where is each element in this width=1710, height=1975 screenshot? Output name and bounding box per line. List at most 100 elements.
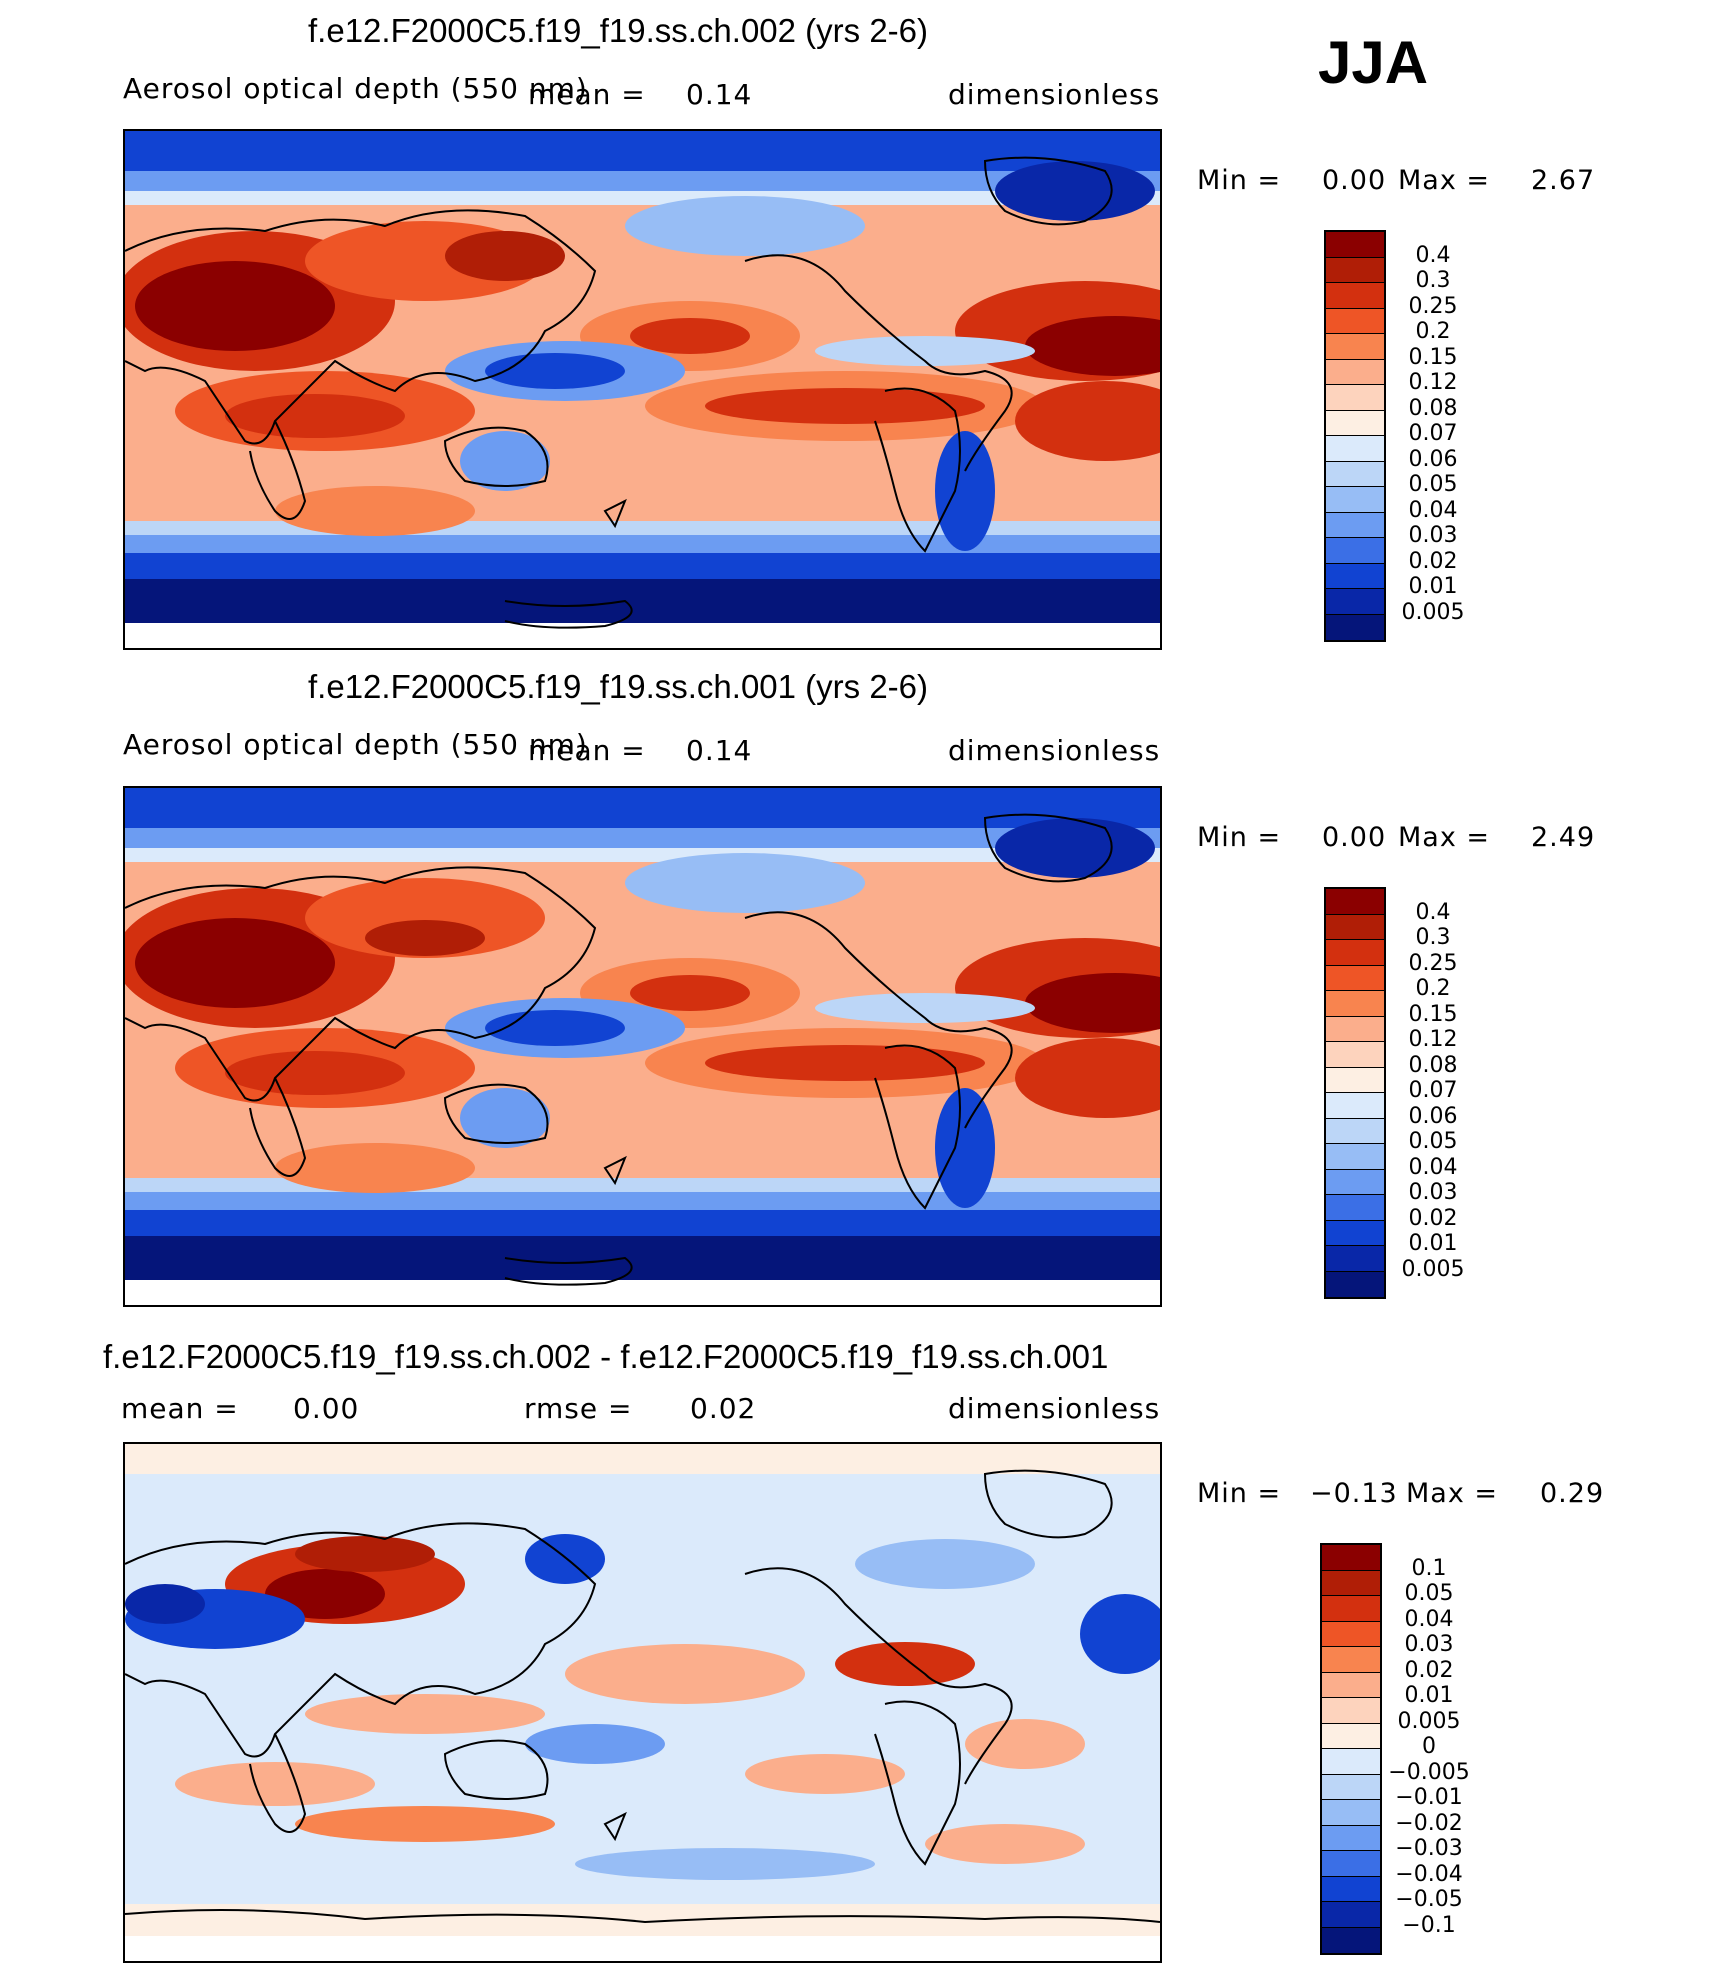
colorbar-tick-label: 0.03 bbox=[1408, 1180, 1458, 1205]
colorbar-tick-label: 0 bbox=[1422, 1734, 1436, 1759]
colorbar-tick-label: 0.01 bbox=[1408, 1231, 1458, 1256]
colorbar-tick-label: 0.25 bbox=[1408, 950, 1458, 976]
panel-2-max-label: Max = bbox=[1398, 822, 1491, 853]
colorbar-swatch bbox=[1326, 1016, 1384, 1042]
colorbar-swatch bbox=[1322, 1545, 1380, 1571]
colorbar-swatch bbox=[1326, 487, 1384, 513]
colorbar-swatch bbox=[1322, 1698, 1380, 1724]
colorbar-tick-label: 0.04 bbox=[1408, 1154, 1458, 1180]
colorbar-tick-label: 0.2 bbox=[1415, 319, 1451, 344]
panel-3-units: dimensionless bbox=[948, 1392, 1161, 1425]
colorbar-swatch bbox=[1326, 1195, 1384, 1221]
colorbar-swatch bbox=[1326, 1093, 1384, 1119]
colorbar-swatch bbox=[1326, 1067, 1384, 1093]
colorbar-swatch bbox=[1322, 1596, 1380, 1622]
colorbar-swatch bbox=[1326, 1271, 1384, 1297]
colorbar-swatch bbox=[1326, 461, 1384, 487]
colorbar-swatch bbox=[1326, 991, 1384, 1017]
colorbar-tick-label: 0.3 bbox=[1415, 925, 1451, 950]
panel-3-rmse-label: rmse = bbox=[524, 1392, 633, 1425]
panel-3-min-value: −0.13 bbox=[1310, 1478, 1398, 1509]
colorbar-swatch bbox=[1326, 257, 1384, 283]
colorbar-tick-label: 0.01 bbox=[1408, 574, 1458, 599]
colorbar-tick-label: 0.02 bbox=[1408, 1205, 1458, 1231]
colorbar-swatch bbox=[1322, 1876, 1380, 1902]
colorbar-tick-label: −0.03 bbox=[1395, 1836, 1463, 1861]
colorbar-tick-label: 0.06 bbox=[1408, 1103, 1458, 1129]
colorbar-tick-label: −0.05 bbox=[1395, 1887, 1463, 1912]
colorbar-swatch bbox=[1326, 308, 1384, 334]
colorbar-tick-label: 0.25 bbox=[1408, 293, 1458, 319]
colorbar-swatch bbox=[1322, 1672, 1380, 1698]
panel-2-mean-label: mean = bbox=[528, 734, 646, 767]
colorbar-swatch bbox=[1326, 512, 1384, 538]
colorbar-swatch bbox=[1326, 232, 1384, 258]
colorbar-tick-label: 0.02 bbox=[1408, 548, 1458, 574]
colorbar-tick-label: 0.07 bbox=[1408, 1078, 1458, 1103]
colorbar-tick-label: 0.08 bbox=[1408, 1052, 1458, 1078]
colorbar-swatch bbox=[1322, 1570, 1380, 1596]
panel-2-min-label: Min = bbox=[1197, 822, 1282, 853]
colorbar-swatch bbox=[1326, 1246, 1384, 1272]
panel-1-variable: Aerosol optical depth (550 nm) bbox=[123, 72, 588, 105]
colorbar-tick-label: 0.005 bbox=[1401, 1256, 1465, 1282]
colorbar-tick-label: −0.1 bbox=[1402, 1912, 1456, 1938]
colorbar-swatch bbox=[1326, 283, 1384, 309]
panel-2-mean-value: 0.14 bbox=[686, 734, 753, 767]
colorbar-tick-label: 0.12 bbox=[1408, 370, 1458, 395]
colorbar-tick-label: 0.15 bbox=[1408, 344, 1458, 370]
colorbar-swatch bbox=[1326, 1042, 1384, 1068]
panel-2-variable: Aerosol optical depth (550 nm) bbox=[123, 728, 588, 761]
colorbar-swatch bbox=[1322, 1647, 1380, 1673]
panel-2-colorbar bbox=[1324, 887, 1386, 1299]
panel-1-colorbar bbox=[1324, 230, 1386, 642]
colorbar-swatch bbox=[1326, 563, 1384, 589]
panel-1-units: dimensionless bbox=[948, 78, 1161, 111]
colorbar-swatch bbox=[1326, 1144, 1384, 1170]
colorbar-tick-label: 0.4 bbox=[1415, 242, 1451, 268]
colorbar-swatch bbox=[1322, 1800, 1380, 1826]
panel-2-max-value: 2.49 bbox=[1531, 822, 1596, 853]
colorbar-tick-label: 0.1 bbox=[1411, 1555, 1447, 1581]
colorbar-tick-label: 0.05 bbox=[1408, 472, 1458, 497]
colorbar-swatch bbox=[1322, 1927, 1380, 1953]
panel-3-min-label: Min = bbox=[1197, 1478, 1282, 1509]
panel-3-rmse-value: 0.02 bbox=[690, 1392, 757, 1425]
panel-1-max-value: 2.67 bbox=[1531, 165, 1596, 196]
colorbar-swatch bbox=[1326, 614, 1384, 640]
panel-1-max-label: Max = bbox=[1398, 165, 1491, 196]
colorbar-swatch bbox=[1326, 940, 1384, 966]
panel-3-max-label: Max = bbox=[1406, 1478, 1499, 1509]
panel-1-title: f.e12.F2000C5.f19_f19.ss.ch.002 (yrs 2-6… bbox=[308, 12, 929, 49]
colorbar-swatch bbox=[1322, 1621, 1380, 1647]
colorbar-tick-label: 0.15 bbox=[1408, 1001, 1458, 1027]
colorbar-swatch bbox=[1322, 1774, 1380, 1800]
colorbar-swatch bbox=[1326, 965, 1384, 991]
colorbar-tick-label: 0.04 bbox=[1404, 1606, 1454, 1632]
colorbar-tick-label: 0.07 bbox=[1408, 421, 1458, 446]
season-label: JJA bbox=[1318, 29, 1429, 96]
panel-1-map bbox=[123, 129, 1162, 650]
colorbar-swatch bbox=[1326, 334, 1384, 360]
panel-2-units: dimensionless bbox=[948, 734, 1161, 767]
colorbar-swatch bbox=[1326, 436, 1384, 462]
colorbar-tick-label: 0.01 bbox=[1404, 1683, 1454, 1708]
colorbar-swatch bbox=[1322, 1825, 1380, 1851]
colorbar-swatch bbox=[1326, 1118, 1384, 1144]
panel-1-mean-value: 0.14 bbox=[686, 78, 753, 111]
colorbar-tick-label: 0.03 bbox=[1408, 523, 1458, 548]
panel-3-mean-value: 0.00 bbox=[293, 1392, 360, 1425]
colorbar-swatch bbox=[1322, 1851, 1380, 1877]
panel-3-map bbox=[123, 1442, 1162, 1963]
colorbar-swatch bbox=[1322, 1723, 1380, 1749]
colorbar-tick-label: 0.005 bbox=[1397, 1708, 1461, 1734]
panel-3-mean-label: mean = bbox=[121, 1392, 239, 1425]
colorbar-swatch bbox=[1326, 914, 1384, 940]
colorbar-tick-label: 0.12 bbox=[1408, 1027, 1458, 1052]
colorbar-swatch bbox=[1326, 889, 1384, 915]
colorbar-swatch bbox=[1322, 1902, 1380, 1928]
panel-1-mean-label: mean = bbox=[528, 78, 646, 111]
colorbar-swatch bbox=[1326, 1220, 1384, 1246]
panel-2-min-value: 0.00 bbox=[1322, 822, 1387, 853]
colorbar-tick-label: 0.2 bbox=[1415, 976, 1451, 1001]
